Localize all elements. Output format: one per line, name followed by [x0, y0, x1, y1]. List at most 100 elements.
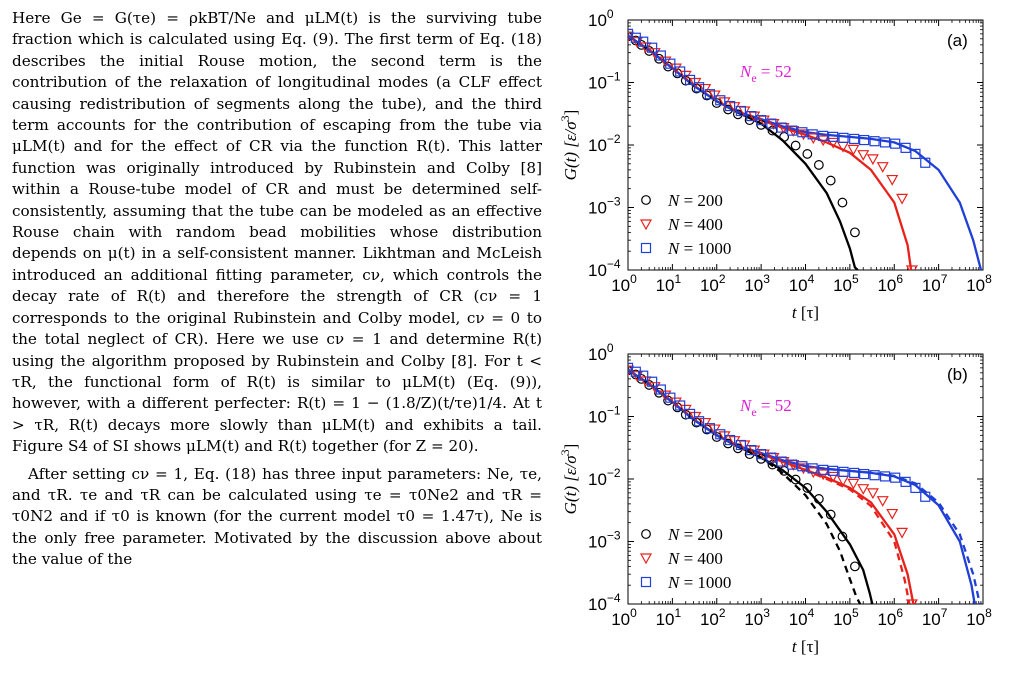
ne-annotation-val: = 52: [757, 396, 792, 415]
data-point-square: [869, 470, 880, 481]
legend-label: N = 1000: [667, 239, 731, 258]
data-point-square: [869, 136, 880, 147]
x-tick-label: 108: [966, 606, 992, 629]
data-point-square: [746, 445, 757, 456]
data-point-triangle-down: [876, 496, 889, 507]
data-point-square: [684, 74, 696, 86]
x-tick-label: 107: [922, 272, 948, 295]
x-tick-exponent: 4: [808, 272, 815, 286]
data-point-circle: [733, 443, 743, 454]
data-point-circle: [636, 373, 647, 384]
x-tick-label: 105: [833, 606, 859, 629]
data-point-square: [766, 118, 777, 129]
data-point-square: [859, 134, 870, 146]
data-point-square: [818, 464, 829, 475]
legend-label: N = 400: [667, 549, 723, 568]
data-point-square: [735, 105, 746, 117]
y-tick-exponent: −3: [607, 195, 621, 209]
y-tick-exponent: −2: [607, 466, 621, 480]
data-point-square: [910, 482, 921, 494]
ne-annotation-var: N: [739, 396, 753, 415]
data-point-square: [665, 392, 676, 403]
data-point-circle: [837, 531, 848, 542]
data-point-triangle-down: [847, 478, 860, 490]
ne-annotation-sub: e: [751, 71, 756, 85]
legend-marker-circle: [641, 195, 651, 205]
x-tick-label: 104: [789, 606, 815, 629]
x-tick-exponent: 1: [674, 272, 681, 286]
legend-label-val: = 1000: [679, 239, 731, 258]
x-tick-exponent: 3: [763, 606, 770, 620]
x-tick-exponent: 4: [808, 606, 815, 620]
markers-group: [628, 28, 931, 270]
ne-annotation-var: N: [739, 62, 753, 81]
x-axis-label-unit: [τ]: [797, 637, 819, 656]
ne-annotation: Ne = 52: [739, 396, 792, 419]
x-tick-exponent: 8: [985, 606, 992, 620]
data-point-circle: [711, 432, 722, 442]
data-point-circle: [837, 197, 848, 208]
data-point-triangle-down: [648, 382, 661, 393]
data-point-triangle-down: [905, 599, 918, 604]
legend-label-var: N: [667, 549, 681, 568]
data-point-square: [693, 82, 705, 93]
data-point-square: [756, 449, 767, 460]
data-point-triangle-down: [628, 365, 635, 377]
x-tick-exponent: 5: [852, 606, 859, 620]
x-tick-label: 106: [877, 272, 903, 295]
legend-label-var: N: [667, 215, 681, 234]
legend-label-val: = 400: [679, 549, 723, 568]
data-point-square: [879, 471, 891, 482]
legend-marker-circle: [641, 529, 651, 539]
data-point-square: [665, 58, 676, 69]
data-point-circle: [802, 149, 813, 159]
data-point-triangle-down: [857, 484, 870, 495]
y-tick-exponent: −2: [607, 132, 621, 146]
figure-svg: 100 101 102 103 104 105 106 107 10810−410−310−21…: [558, 7, 992, 656]
data-point-square: [828, 131, 839, 142]
data-point-square: [828, 465, 839, 476]
y-axis-label-exp: 3: [558, 115, 572, 121]
data-point-triangle-down: [866, 154, 879, 166]
legend-label-var: N: [667, 191, 681, 210]
data-point-square: [818, 130, 829, 141]
data-point-square: [776, 122, 787, 133]
data-point-square: [849, 467, 860, 479]
x-tick-exponent: 2: [719, 272, 726, 286]
data-point-triangle-down: [866, 488, 879, 500]
y-axis-label-exp: 3: [558, 449, 572, 455]
data-point-square: [704, 423, 715, 434]
paragraph-1: Here Ge = G(τe) = ρkBT/Ne and μLM(t) is …: [12, 9, 542, 456]
data-point-triangle-down: [847, 144, 860, 156]
data-point-circle: [790, 474, 801, 485]
data-point-square: [638, 36, 649, 47]
data-point-square: [787, 125, 798, 136]
y-tick-label: 100: [588, 341, 614, 364]
x-tick-label: 108: [966, 272, 992, 295]
data-point-square: [849, 133, 860, 145]
data-point-square: [675, 66, 686, 77]
y-tick-exponent: −1: [607, 404, 621, 418]
legend-label-var: N: [667, 573, 681, 592]
markers-group: [628, 362, 931, 604]
data-point-circle: [813, 494, 824, 504]
y-tick-label: 10−3: [588, 195, 621, 218]
data-point-square: [807, 463, 818, 474]
data-point-square: [725, 100, 736, 112]
data-point-square: [807, 129, 818, 140]
x-tick-label: 106: [877, 606, 903, 629]
x-tick-exponent: 8: [985, 272, 992, 286]
legend-label-val: = 200: [679, 525, 723, 544]
data-point-square: [900, 476, 911, 487]
data-point-square: [647, 376, 658, 387]
x-tick-exponent: 0: [630, 606, 637, 620]
x-tick-label: 105: [833, 272, 859, 295]
x-axis-label: t [τ]: [792, 303, 819, 322]
panel-label: (a): [947, 31, 968, 50]
y-axis-label: G(t) [ε/σ3]: [558, 444, 580, 515]
x-tick-exponent: 5: [852, 272, 859, 286]
data-point-square: [910, 148, 921, 160]
y-axis-label-unit: ε/σ: [561, 455, 580, 475]
data-point-square: [920, 491, 931, 502]
